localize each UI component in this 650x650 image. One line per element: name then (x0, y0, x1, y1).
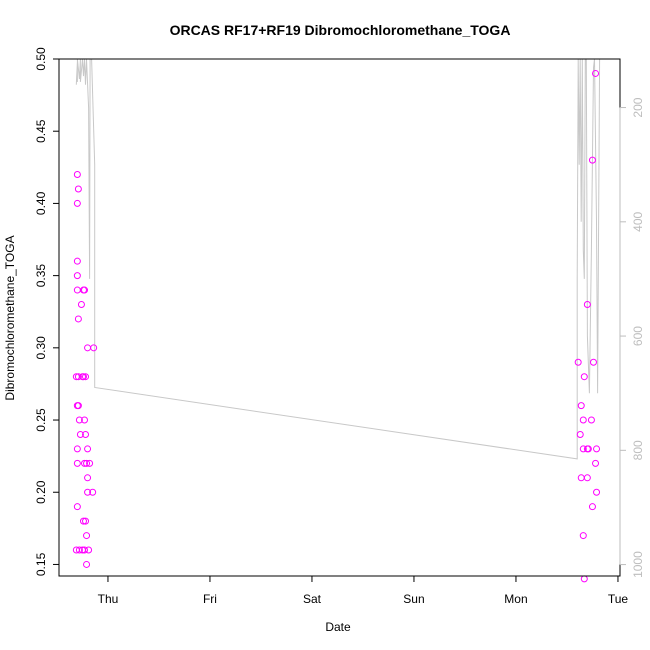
data-point (577, 402, 585, 410)
data-point (73, 286, 81, 294)
data-point (576, 430, 584, 438)
data-point (75, 546, 83, 554)
y2-tick-label: 600 (631, 326, 645, 346)
data-point (84, 474, 92, 482)
x-tick-label: Sat (303, 592, 322, 606)
data-point (592, 69, 600, 77)
data-point (84, 445, 92, 453)
y2-tick-label: 1000 (631, 551, 645, 578)
data-point (588, 503, 596, 511)
data-point (73, 272, 81, 280)
data-point (593, 445, 601, 453)
data-point (84, 344, 92, 352)
y-tick-label: 0.40 (34, 191, 48, 215)
series-line-path (75, 58, 601, 460)
data-point (73, 257, 81, 265)
data-point (90, 344, 98, 352)
data-point (79, 517, 87, 525)
data-point (584, 445, 592, 453)
data-point (579, 532, 587, 540)
y-tick-label: 0.50 (34, 47, 48, 71)
data-point (81, 546, 88, 554)
data-point (73, 503, 81, 511)
x-tick-label: Fri (203, 592, 217, 606)
data-point (86, 459, 94, 467)
data-point (587, 416, 595, 424)
data-point (77, 301, 85, 309)
x-tick-label: Mon (504, 592, 527, 606)
data-point (82, 430, 90, 438)
data-point (574, 358, 582, 366)
data-point (74, 185, 82, 193)
data-point (76, 430, 84, 438)
data-point (81, 459, 88, 467)
data-point (580, 373, 588, 381)
x-tick-label: Thu (98, 592, 119, 606)
y-tick-label: 0.25 (34, 408, 48, 432)
data-point (81, 416, 88, 424)
data-point (583, 474, 591, 482)
y-axis-label: Dibromochloromethane_TOGA (3, 235, 17, 400)
data-point (73, 199, 81, 207)
data-point (82, 373, 90, 381)
data-point (577, 474, 585, 482)
x-axis: Thu Fri Sat Sun Mon Tue (98, 575, 629, 606)
data-point (74, 315, 82, 323)
data-point (81, 286, 88, 294)
y-tick-label: 0.45 (34, 119, 48, 143)
data-point (592, 459, 600, 467)
data-point (580, 575, 588, 583)
series-points (72, 69, 601, 583)
chart-title: ORCAS RF17+RF19 Dibromochloromethane_TOG… (170, 22, 511, 38)
data-point (74, 402, 82, 410)
data-point (79, 373, 87, 381)
plot-frame (58, 58, 621, 577)
y2-tick-label: 200 (631, 97, 645, 117)
data-point (583, 301, 591, 309)
x-axis-label: Date (325, 620, 351, 634)
data-point (84, 488, 92, 496)
x-tick-label: Sun (403, 592, 424, 606)
data-point (85, 546, 93, 554)
x-tick-label: Tue (608, 592, 629, 606)
data-point (579, 416, 587, 424)
data-point (588, 156, 596, 164)
data-point (593, 488, 601, 496)
data-point (73, 171, 81, 179)
y-tick-label: 0.15 (34, 552, 48, 576)
data-point (74, 373, 82, 381)
y-axis: 0.15 0.20 0.25 0.30 0.35 0.40 0.45 0.50 (34, 47, 60, 576)
y2-axis: 200 400 600 800 1000 (619, 97, 645, 578)
data-point (73, 459, 81, 467)
data-point (579, 445, 587, 453)
data-point (83, 532, 91, 540)
y2-tick-label: 400 (631, 211, 645, 231)
y-tick-label: 0.35 (34, 264, 48, 288)
data-point (589, 358, 597, 366)
data-point (83, 459, 91, 467)
data-point (75, 416, 83, 424)
series-line (75, 58, 601, 460)
data-point (89, 488, 97, 496)
data-point (83, 560, 91, 568)
data-point (82, 517, 90, 525)
data-point (73, 445, 81, 453)
y-tick-label: 0.30 (34, 336, 48, 360)
y-tick-label: 0.20 (34, 480, 48, 504)
y2-tick-label: 800 (631, 440, 645, 460)
